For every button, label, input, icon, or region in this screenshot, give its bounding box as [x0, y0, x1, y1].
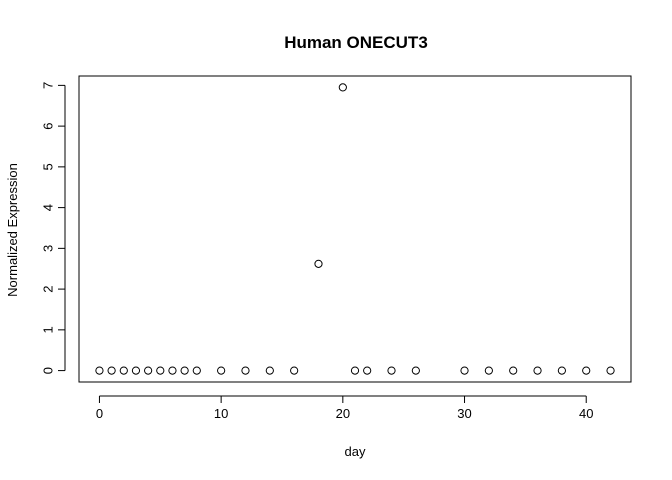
x-axis-label: day [345, 444, 366, 459]
data-point [387, 366, 396, 375]
x-tick-label: 40 [579, 406, 593, 421]
data-point [144, 366, 153, 375]
data-point [119, 366, 128, 375]
data-point [338, 83, 347, 92]
y-tick-label: 2 [40, 285, 55, 292]
y-tick-label: 5 [40, 163, 55, 170]
y-axis: 0 1 2 3 4 5 6 7 [40, 82, 66, 374]
data-point [509, 366, 518, 375]
chart-title: Human ONECUT3 [284, 33, 428, 52]
x-tick-label: 10 [214, 406, 228, 421]
data-point [265, 366, 274, 375]
data-point [557, 366, 566, 375]
data-point [168, 366, 177, 375]
data-point [350, 366, 360, 375]
data-point [241, 366, 250, 375]
x-tick-label: 20 [336, 406, 350, 421]
data-point [460, 366, 469, 375]
data-points [95, 83, 615, 375]
data-point [290, 366, 299, 375]
data-point [314, 259, 323, 268]
data-point [95, 366, 104, 375]
data-point [533, 366, 542, 375]
data-point [131, 366, 141, 375]
data-point [363, 366, 372, 375]
data-point [217, 366, 226, 375]
x-tick-label: 0 [96, 406, 103, 421]
data-point [192, 366, 201, 375]
y-axis-label: Normalized Expression [5, 163, 20, 297]
data-point [180, 366, 189, 375]
y-tick-label: 3 [40, 245, 55, 252]
data-point [484, 366, 493, 375]
plot-frame [78, 75, 632, 383]
y-tick-label: 0 [40, 367, 55, 374]
data-point [582, 366, 591, 375]
x-tick-label: 30 [457, 406, 471, 421]
data-point [107, 366, 116, 375]
y-tick-label: 7 [40, 82, 55, 89]
x-axis: 0 10 20 30 40 [96, 395, 593, 421]
y-tick-label: 4 [40, 204, 55, 211]
data-point [156, 366, 165, 375]
y-tick-label: 1 [40, 326, 55, 333]
data-point [606, 366, 615, 375]
data-point [411, 366, 420, 375]
y-tick-label: 6 [40, 122, 55, 129]
